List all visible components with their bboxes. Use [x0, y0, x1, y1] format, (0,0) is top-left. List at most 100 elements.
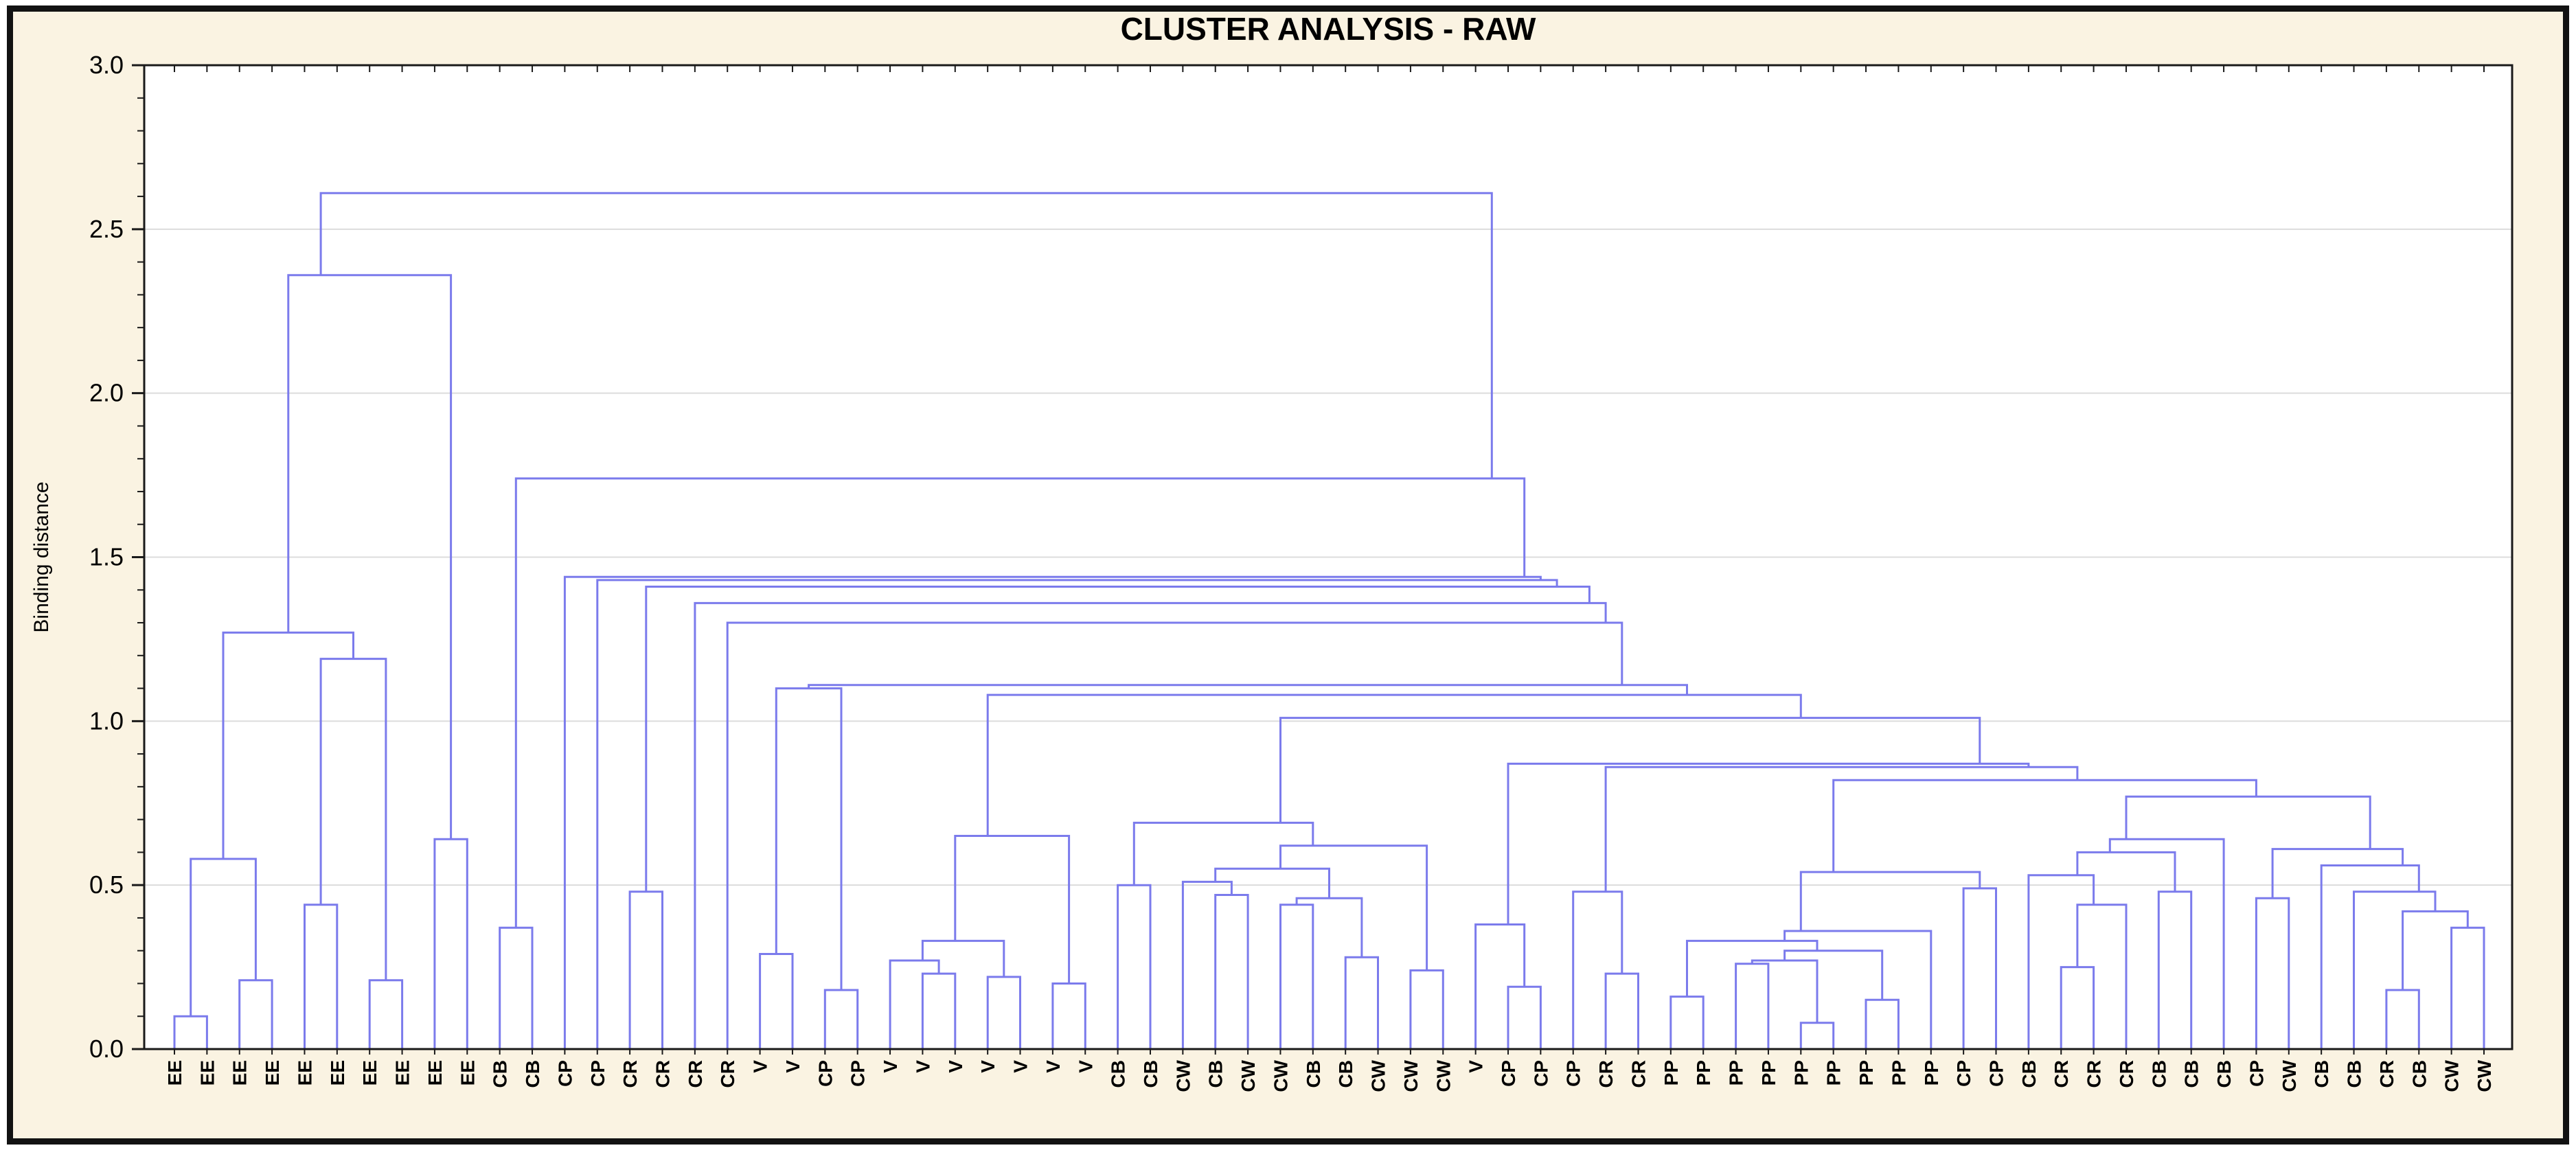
- cluster-link: [1507, 762, 2030, 925]
- cluster-link: [1181, 880, 1233, 1049]
- leaf-label: EE: [424, 1060, 446, 1085]
- leaf-label: CW: [2279, 1059, 2300, 1092]
- leaf-label: CB: [2344, 1060, 2365, 1088]
- leaf-label: EE: [457, 1060, 478, 1085]
- leaf-label: V: [750, 1060, 771, 1073]
- leaf-label: CP: [1530, 1060, 1551, 1087]
- leaf-label: PP: [1823, 1060, 1845, 1085]
- leaf-label: CB: [2148, 1060, 2169, 1088]
- leaf-label: CP: [2246, 1060, 2267, 1087]
- leaf-label: CP: [587, 1060, 608, 1087]
- leaf-label: PP: [1758, 1060, 1779, 1085]
- leaf-label: CW: [1270, 1059, 1291, 1092]
- leaf-label: CW: [1238, 1059, 1259, 1092]
- leaf-label: CB: [2181, 1060, 2202, 1088]
- leaf-label: CB: [2408, 1060, 2430, 1088]
- cluster-link: [2353, 890, 2437, 1049]
- cluster-link: [1799, 871, 1981, 931]
- y-tick-label: 0.5: [89, 871, 124, 899]
- leaf-label: V: [1010, 1060, 1031, 1073]
- leaf-label: V: [880, 1060, 901, 1073]
- cluster-link: [1686, 939, 1819, 997]
- y-tick-label: 2.5: [89, 215, 124, 243]
- cluster-link: [563, 575, 1542, 1049]
- leaf-label: V: [945, 1060, 966, 1073]
- leaf-label: CW: [2441, 1059, 2463, 1092]
- cluster-link: [2125, 795, 2371, 849]
- leaf-label: PP: [1726, 1060, 1747, 1085]
- leaf-label: CW: [1368, 1059, 1389, 1092]
- leaf-label: CW: [1433, 1059, 1454, 1092]
- y-tick-label: 1.5: [89, 543, 124, 571]
- cluster-link: [1214, 867, 1330, 899]
- cluster-link: [1279, 717, 1981, 823]
- leaf-label: EE: [262, 1060, 283, 1085]
- cluster-link: [1832, 779, 2257, 873]
- leaf-label: CP: [847, 1060, 869, 1087]
- leaf-label: PP: [1856, 1060, 1877, 1085]
- y-tick-label: 2.0: [89, 379, 124, 407]
- leaf-label: CB: [1140, 1060, 1161, 1088]
- leaf-label: EE: [294, 1060, 315, 1085]
- cluster-link: [2108, 838, 2225, 1049]
- leaf-label: CB: [2213, 1060, 2235, 1088]
- leaf-label: V: [1075, 1060, 1096, 1073]
- leaf-label: CR: [652, 1060, 673, 1088]
- y-axis-label: Binding distance: [30, 481, 53, 632]
- leaf-label: CR: [2376, 1060, 2397, 1088]
- cluster-link: [694, 601, 1607, 1049]
- leaf-label: CR: [2084, 1060, 2105, 1088]
- leaf-label: CR: [1595, 1060, 1617, 1088]
- cluster-link: [808, 684, 1688, 695]
- y-tick-label: 0.0: [89, 1035, 124, 1063]
- cluster-link: [921, 939, 1005, 977]
- leaf-label: CB: [1205, 1060, 1227, 1088]
- leaf-label: CB: [2018, 1060, 2040, 1088]
- leaf-label: PP: [1693, 1060, 1714, 1085]
- cluster-link: [319, 192, 1493, 479]
- cluster-link: [2027, 874, 2095, 1049]
- leaf-label: CB: [1108, 1060, 1129, 1088]
- cluster-link: [2076, 904, 2128, 1049]
- leaf-label: PP: [1661, 1060, 1682, 1085]
- leaf-label: CB: [1303, 1060, 1324, 1088]
- leaf-label: EE: [164, 1060, 185, 1085]
- leaf-label: V: [1042, 1060, 1064, 1073]
- leaf-label: V: [977, 1060, 999, 1073]
- leaf-label: CP: [814, 1060, 836, 1087]
- cluster-link: [2320, 864, 2420, 1049]
- leaf-label: CR: [1628, 1060, 1649, 1088]
- cluster-link: [2271, 848, 2404, 899]
- chart-frame: 0.0 0.5 1.0 1.5 2.0 2.5 3.0 EE EE EE EE EE EE EE EE EE E…: [7, 5, 2569, 1145]
- leaf-label: EE: [196, 1060, 218, 1085]
- leaf-label: CP: [1563, 1060, 1584, 1087]
- leaf-label: CR: [685, 1060, 706, 1088]
- dendrogram-links: [173, 192, 2485, 1049]
- cluster-link: [287, 274, 453, 840]
- leaf-label: CR: [717, 1060, 738, 1088]
- leaf-label: CW: [1400, 1059, 1422, 1092]
- cluster-link: [645, 586, 1591, 892]
- cluster-link: [954, 835, 1071, 984]
- leaf-label: EE: [229, 1060, 251, 1085]
- cluster-link: [1474, 923, 1526, 1049]
- leaf-label: CP: [554, 1060, 575, 1087]
- cluster-link: [1572, 890, 1623, 1049]
- leaf-label: CP: [1953, 1060, 1974, 1087]
- leaf-label: PP: [1888, 1060, 1909, 1085]
- leaf-label: V: [912, 1060, 933, 1073]
- leaf-label: EE: [327, 1060, 348, 1085]
- leaf-label: CB: [522, 1060, 543, 1088]
- leaf-label: EE: [359, 1060, 380, 1085]
- leaf-label: CR: [619, 1060, 641, 1088]
- cluster-link: [726, 621, 1623, 1049]
- leaf-label: CP: [1498, 1060, 1519, 1087]
- leaf-label: EE: [392, 1060, 413, 1085]
- leaf-label: PP: [1790, 1060, 1812, 1085]
- y-tick-label: 1.0: [89, 706, 124, 735]
- page-title: CLUSTER ANALYSIS - RAW: [1121, 11, 1536, 47]
- cluster-link: [889, 959, 940, 1049]
- leaf-label: CP: [1986, 1060, 2007, 1087]
